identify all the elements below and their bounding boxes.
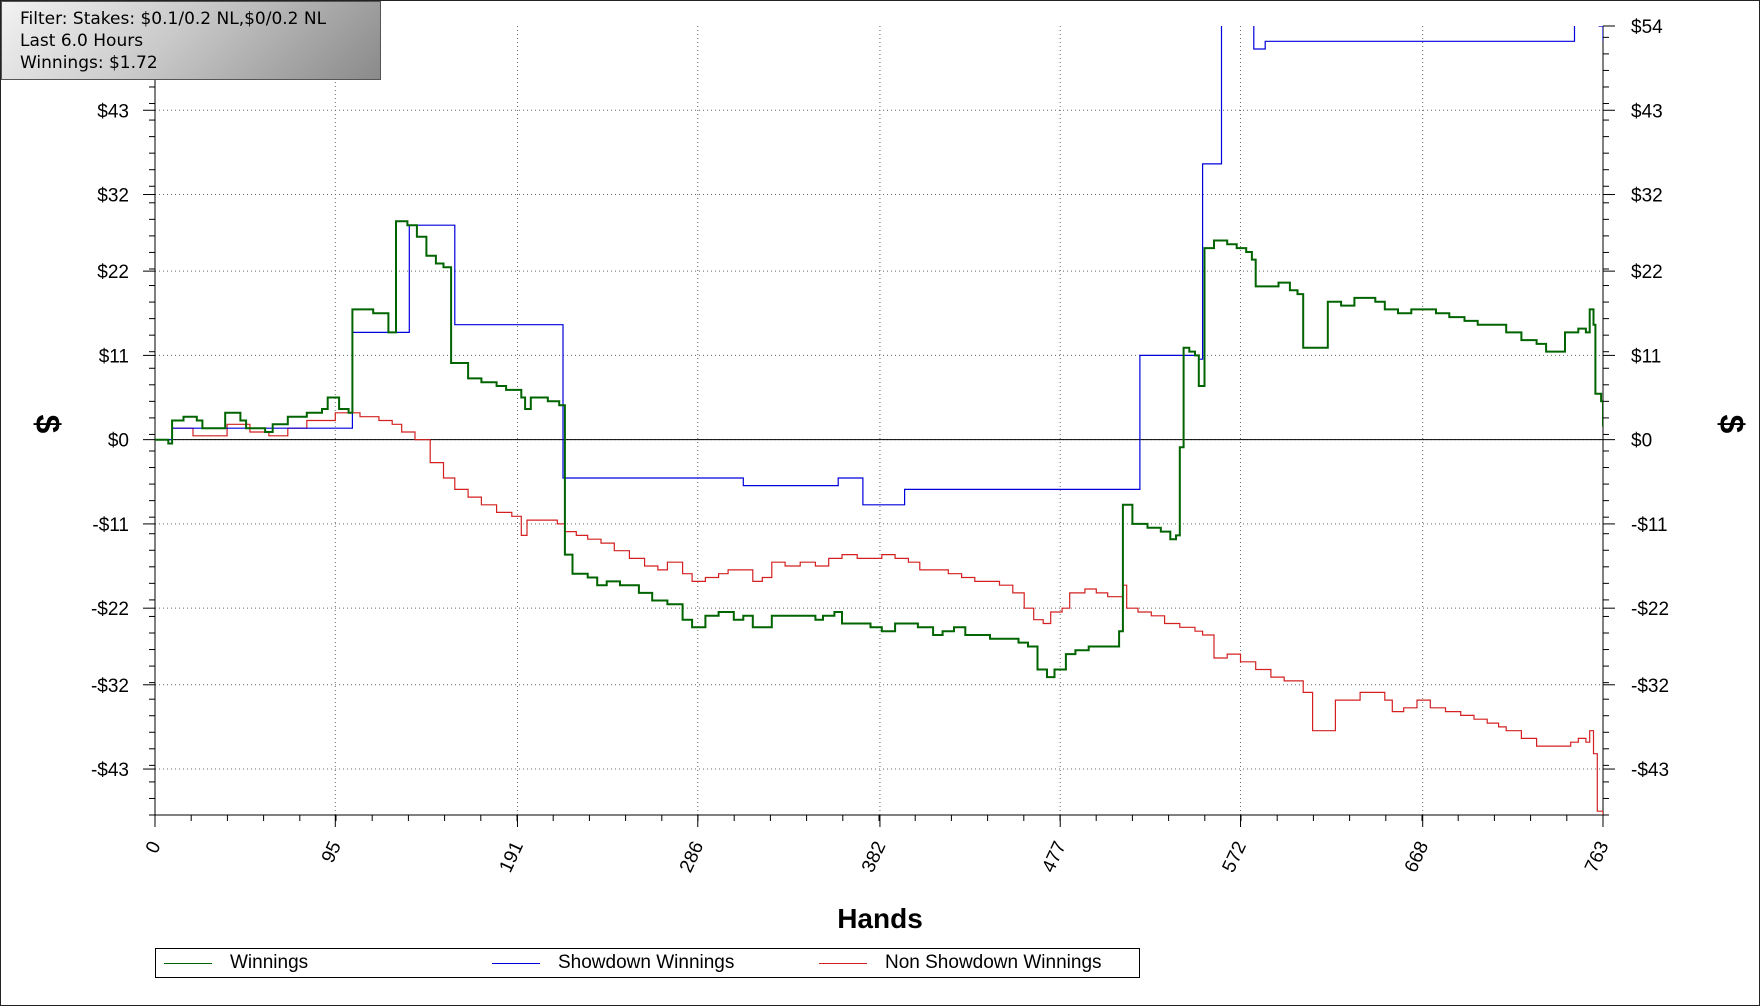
series-lines (155, 26, 1603, 815)
legend-label-non-showdown: Non Showdown Winnings (885, 952, 1102, 973)
series-line-winnings (155, 220, 1603, 679)
legend-swatch-showdown (492, 962, 540, 964)
x-tick-label: 668 (1401, 838, 1433, 876)
legend-swatch-non-showdown (819, 962, 867, 964)
y-tick-label-right: $0 (1631, 431, 1652, 452)
legend-item-non-showdown: Non Showdown Winnings (819, 949, 1102, 977)
x-tick-label: 477 (1038, 838, 1070, 876)
legend-label-winnings: Winnings (230, 952, 309, 973)
y-tick-label-right: $54 (1631, 17, 1663, 38)
y-tick-label-right: $43 (1631, 101, 1663, 122)
winnings-total-text: Winnings: $1.72 (20, 53, 158, 73)
y-axis-title-left: $ (28, 415, 66, 434)
series-line-showdown-winnings (155, 26, 1603, 506)
y-tick-label-right: $32 (1631, 186, 1663, 207)
y-tick-label-left: $32 (97, 186, 129, 207)
x-axis-title: Hands (837, 903, 923, 934)
grid (155, 26, 1603, 815)
y-tick-label-left: $43 (97, 101, 129, 122)
legend-item-showdown: Showdown Winnings (492, 949, 734, 977)
y-tick-label-left: -$43 (91, 760, 129, 781)
legend-label-showdown: Showdown Winnings (558, 952, 735, 973)
y-axis-title-right: $ (1712, 415, 1750, 434)
x-tick-label: 95 (318, 838, 346, 866)
filter-text: Filter: Stakes: $0.1/0.2 NL,$0/0.2 NL (20, 9, 327, 29)
x-tick-label: 763 (1581, 838, 1613, 876)
x-tick-label: 286 (676, 838, 708, 876)
filter-info-box: Filter: Stakes: $0.1/0.2 NL,$0/0.2 NL La… (1, 1, 381, 80)
x-tick-label: 191 (496, 838, 528, 876)
series-line-non-showdown-winnings (155, 412, 1603, 815)
x-tick-label: 382 (858, 838, 890, 876)
y-tick-label-left: -$11 (92, 515, 129, 536)
legend: Winnings Showdown Winnings Non Showdown … (155, 948, 1140, 978)
y-tick-label-left: -$22 (91, 599, 129, 620)
y-tick-label-left: $11 (99, 346, 129, 367)
period-text: Last 6.0 Hours (20, 31, 144, 51)
y-tick-label-left: $0 (108, 431, 129, 452)
y-tick-label-right: -$32 (1631, 676, 1669, 697)
y-tick-label-left: $22 (97, 262, 129, 283)
y-tick-label-right: $11 (1631, 346, 1661, 367)
y-tick-label-right: -$11 (1631, 515, 1668, 536)
x-tick-label: 572 (1219, 838, 1251, 876)
y-tick-label-right: $22 (1631, 262, 1663, 283)
y-tick-label-right: -$43 (1631, 760, 1669, 781)
legend-item-winnings: Winnings (164, 949, 308, 977)
legend-swatch-winnings (164, 962, 212, 964)
y-tick-label-left: -$32 (91, 676, 129, 697)
x-tick-label: 0 (142, 838, 166, 856)
y-tick-label-right: -$22 (1631, 599, 1669, 620)
